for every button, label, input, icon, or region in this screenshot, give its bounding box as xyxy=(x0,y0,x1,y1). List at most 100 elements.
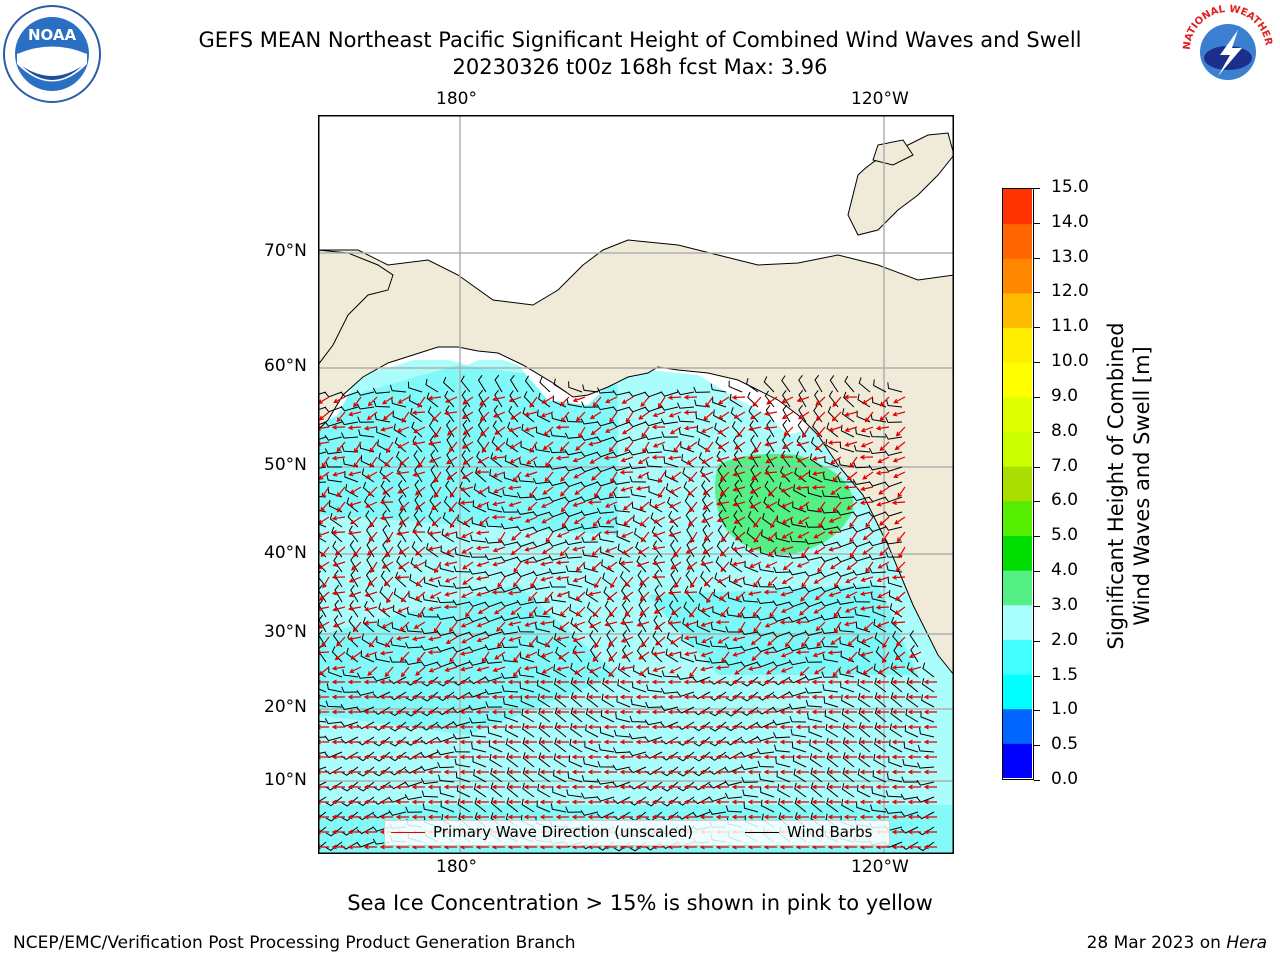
wave-direction-arrow xyxy=(752,396,762,407)
nws-logo: NATIONAL WEATHER SERVICE xyxy=(1174,0,1278,100)
wave-direction-arrow xyxy=(731,769,745,775)
wave-direction-arrow xyxy=(715,665,730,671)
map-panel[interactable] xyxy=(308,115,955,854)
wind-barb xyxy=(413,450,423,468)
wind-barb xyxy=(858,377,871,393)
wave-direction-arrow xyxy=(907,754,921,760)
wave-direction-arrow xyxy=(400,666,410,678)
wave-direction-arrow xyxy=(476,501,490,508)
wave-direction-arrow xyxy=(635,739,649,745)
wave-direction-arrow xyxy=(635,814,649,820)
wave-direction-arrow xyxy=(862,531,874,541)
wave-direction-arrow xyxy=(540,561,554,567)
wave-direction-arrow xyxy=(348,636,362,642)
wind-barb xyxy=(772,691,791,699)
wave-direction-arrow xyxy=(702,501,714,510)
wave-direction-arrow xyxy=(331,694,345,700)
wave-direction-arrow xyxy=(882,636,890,649)
wave-direction-arrow xyxy=(459,754,473,760)
wave-direction-arrow xyxy=(397,486,410,494)
wind-barb xyxy=(777,798,791,813)
wind-barb xyxy=(681,454,695,468)
wave-direction-arrow xyxy=(684,651,698,657)
wave-direction-arrow xyxy=(363,829,377,835)
wind-barb xyxy=(734,464,743,483)
colorbar-tick-mark xyxy=(1034,536,1040,538)
wind-barb xyxy=(917,744,935,753)
wave-direction-arrow xyxy=(894,606,906,615)
wind-barb xyxy=(741,691,759,702)
wind-barb xyxy=(564,552,583,559)
wind-barb xyxy=(356,690,375,696)
wind-barb xyxy=(458,497,471,513)
wave-direction-arrow xyxy=(428,456,442,463)
wave-direction-arrow xyxy=(608,441,618,453)
wave-direction-arrow xyxy=(610,576,618,589)
wave-direction-arrow xyxy=(763,679,777,685)
wind-barb xyxy=(809,453,823,468)
wind-barb xyxy=(533,609,551,618)
wave-direction-arrow xyxy=(555,754,569,760)
wave-direction-arrow xyxy=(699,709,713,715)
wind-barb xyxy=(583,562,599,573)
wave-direction-arrow xyxy=(507,769,521,775)
wind-barb xyxy=(888,756,903,768)
wind-barb xyxy=(841,694,855,708)
wave-direction-arrow xyxy=(828,426,842,432)
wave-direction-arrow xyxy=(731,814,745,820)
wind-barb xyxy=(484,537,503,544)
wind-barb xyxy=(341,796,359,807)
wave-direction-arrow xyxy=(811,754,825,760)
wind-barb xyxy=(870,804,887,813)
wave-direction-arrow xyxy=(443,604,458,610)
wind-barb xyxy=(792,501,807,513)
wave-direction-arrow xyxy=(395,814,409,820)
wave-direction-arrow xyxy=(798,471,810,480)
wind-barb xyxy=(756,721,775,729)
wave-direction-arrow xyxy=(427,679,441,685)
wind-barb xyxy=(506,797,519,813)
wind-barb xyxy=(421,790,439,798)
wave-direction-arrow xyxy=(571,799,585,805)
wind-barb xyxy=(570,677,583,693)
wave-direction-arrow xyxy=(670,636,682,645)
wave-direction-arrow xyxy=(699,799,713,805)
wave-direction-arrow xyxy=(411,754,425,760)
wave-direction-arrow xyxy=(363,799,377,805)
wind-barb xyxy=(709,640,727,648)
wave-direction-arrow xyxy=(336,501,346,513)
wind-barb xyxy=(629,796,647,806)
wind-barb xyxy=(564,496,583,503)
wind-barb xyxy=(443,376,455,393)
wave-direction-arrow xyxy=(603,694,617,700)
wave-direction-arrow xyxy=(700,606,714,613)
wind-barb xyxy=(869,580,887,588)
wind-barb xyxy=(486,713,503,723)
wind-barb xyxy=(484,554,503,561)
wind-barb xyxy=(325,841,343,852)
wind-barb xyxy=(837,611,855,619)
wave-direction-arrow xyxy=(814,441,826,451)
wind-barb xyxy=(647,472,663,483)
wind-barb xyxy=(744,560,759,573)
wind-barb xyxy=(342,669,359,678)
wave-direction-arrow xyxy=(731,394,746,400)
wind-barb xyxy=(382,509,391,528)
wind-barb xyxy=(775,757,791,768)
wave-direction-arrow xyxy=(397,441,410,449)
wave-direction-arrow xyxy=(363,620,378,626)
wind-barb xyxy=(572,645,583,663)
wave-direction-arrow xyxy=(811,679,825,685)
wind-barb xyxy=(570,617,583,633)
colorbar-tick-mark xyxy=(1034,501,1040,503)
wave-direction-arrow xyxy=(395,754,409,760)
wave-direction-arrow xyxy=(653,516,666,524)
wind-barb xyxy=(468,660,487,666)
wave-direction-arrow xyxy=(512,666,522,678)
wind-barb xyxy=(341,432,359,439)
wave-direction-arrow xyxy=(862,666,874,675)
wave-direction-arrow xyxy=(801,636,810,648)
wind-barb xyxy=(667,496,679,513)
wave-direction-arrow xyxy=(411,679,425,685)
wind-barb xyxy=(580,435,599,441)
